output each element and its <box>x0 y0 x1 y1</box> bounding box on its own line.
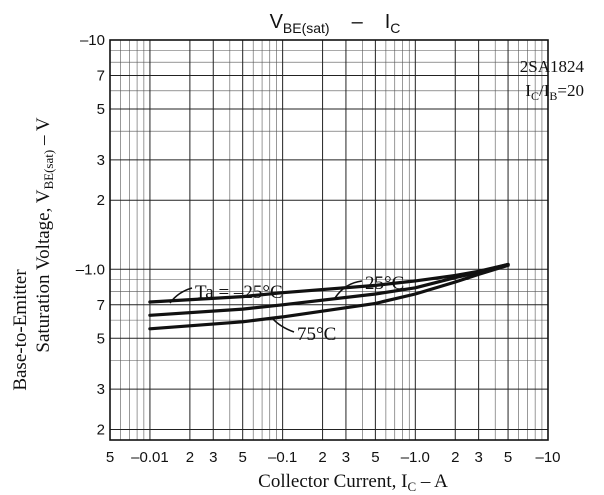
x-axis-label: Collector Current, IC – A <box>258 471 448 494</box>
plot-frame <box>109 39 549 441</box>
y-tick-label: 5 <box>97 330 105 347</box>
y-tick-label: –10 <box>80 32 105 49</box>
x-tick-label: 2 <box>186 449 194 466</box>
part-number: 2SA1824 <box>520 57 585 76</box>
y-tick-label: 7 <box>97 297 105 314</box>
curve-label-minus25: Ta = –25°C <box>195 282 283 303</box>
series-line-25C <box>148 262 510 317</box>
y-tick-label: 3 <box>97 381 105 398</box>
x-tick-label: 5 <box>239 449 247 466</box>
y-tick-label: –1.0 <box>76 261 105 278</box>
x-tick-label: –1.0 <box>401 449 430 466</box>
condition-label: IC/IB=20 <box>525 81 584 103</box>
chart-title: VBE(sat) – IC <box>270 11 401 36</box>
x-tick-label: 3 <box>342 449 350 466</box>
x-tick-label: 3 <box>209 449 217 466</box>
y-tick-label: 7 <box>97 68 105 85</box>
curve-label-25: 25°C <box>365 273 404 294</box>
x-tick-label: 5 <box>106 449 114 466</box>
x-tick-label: 2 <box>318 449 326 466</box>
series-line-75C <box>148 263 510 331</box>
leader-75 <box>271 317 295 333</box>
x-tick-label: –0.1 <box>268 449 297 466</box>
leader-minus25 <box>169 287 193 304</box>
y-axis-label-line1: Base-to-Emitter <box>10 269 31 391</box>
y-tick-label: 2 <box>97 192 105 209</box>
x-tick-label: 2 <box>451 449 459 466</box>
x-tick-label: –0.01 <box>131 449 169 466</box>
y-tick-label: 2 <box>97 422 105 439</box>
x-tick-label: 3 <box>474 449 482 466</box>
x-tick-label: –10 <box>535 449 560 466</box>
y-tick-label: 5 <box>97 101 105 118</box>
x-tick-label: 5 <box>371 449 379 466</box>
x-tick-label: 5 <box>504 449 512 466</box>
curve-label-75: 75°C <box>297 324 336 345</box>
y-tick-label: 3 <box>97 152 105 169</box>
y-axis-label-line2: Saturation Voltage, VBE(sat) – V <box>33 117 56 352</box>
leader-25 <box>334 280 363 299</box>
